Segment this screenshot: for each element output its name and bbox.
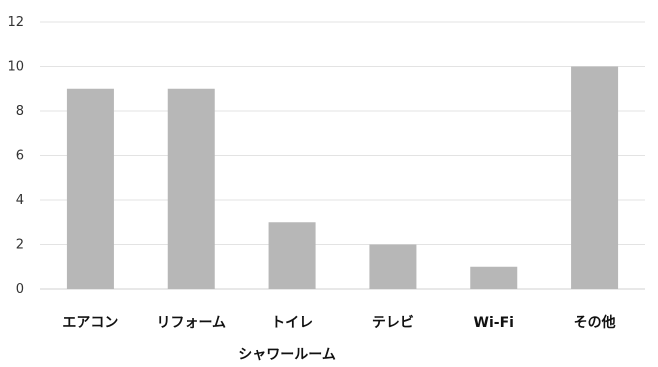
bar-4: [470, 266, 518, 289]
x-category-label: エアコン: [62, 315, 118, 331]
bar-1: [167, 88, 215, 289]
y-tick-label: 4: [16, 193, 24, 208]
y-tick-label: 6: [16, 149, 24, 164]
y-tick-label: 8: [16, 104, 24, 119]
gridlines: [40, 21, 645, 290]
x-category-label: Wi-Fi: [474, 315, 514, 331]
x-category-label: テレビ: [372, 315, 414, 331]
bars: [66, 66, 619, 289]
bar-2: [268, 222, 316, 289]
y-axis-ticks: 0 2 4 6 8 10 12: [7, 15, 24, 297]
y-tick-label: 0: [16, 282, 24, 297]
y-tick-label: 2: [16, 238, 24, 253]
bar-0: [66, 88, 114, 289]
x-category-label: リフォーム: [156, 315, 226, 331]
bar-3: [369, 244, 417, 289]
y-tick-label: 12: [7, 15, 24, 30]
y-tick-label: 10: [7, 60, 24, 75]
x-axis-category-labels: エアコン リフォーム トイレ テレビ Wi-Fi その他: [62, 314, 615, 331]
bar-5: [571, 66, 619, 289]
x-category-label: トイレ: [271, 315, 313, 331]
x-category-label: その他: [574, 314, 616, 331]
x-category-label-shower-room: シャワールーム: [238, 347, 336, 363]
